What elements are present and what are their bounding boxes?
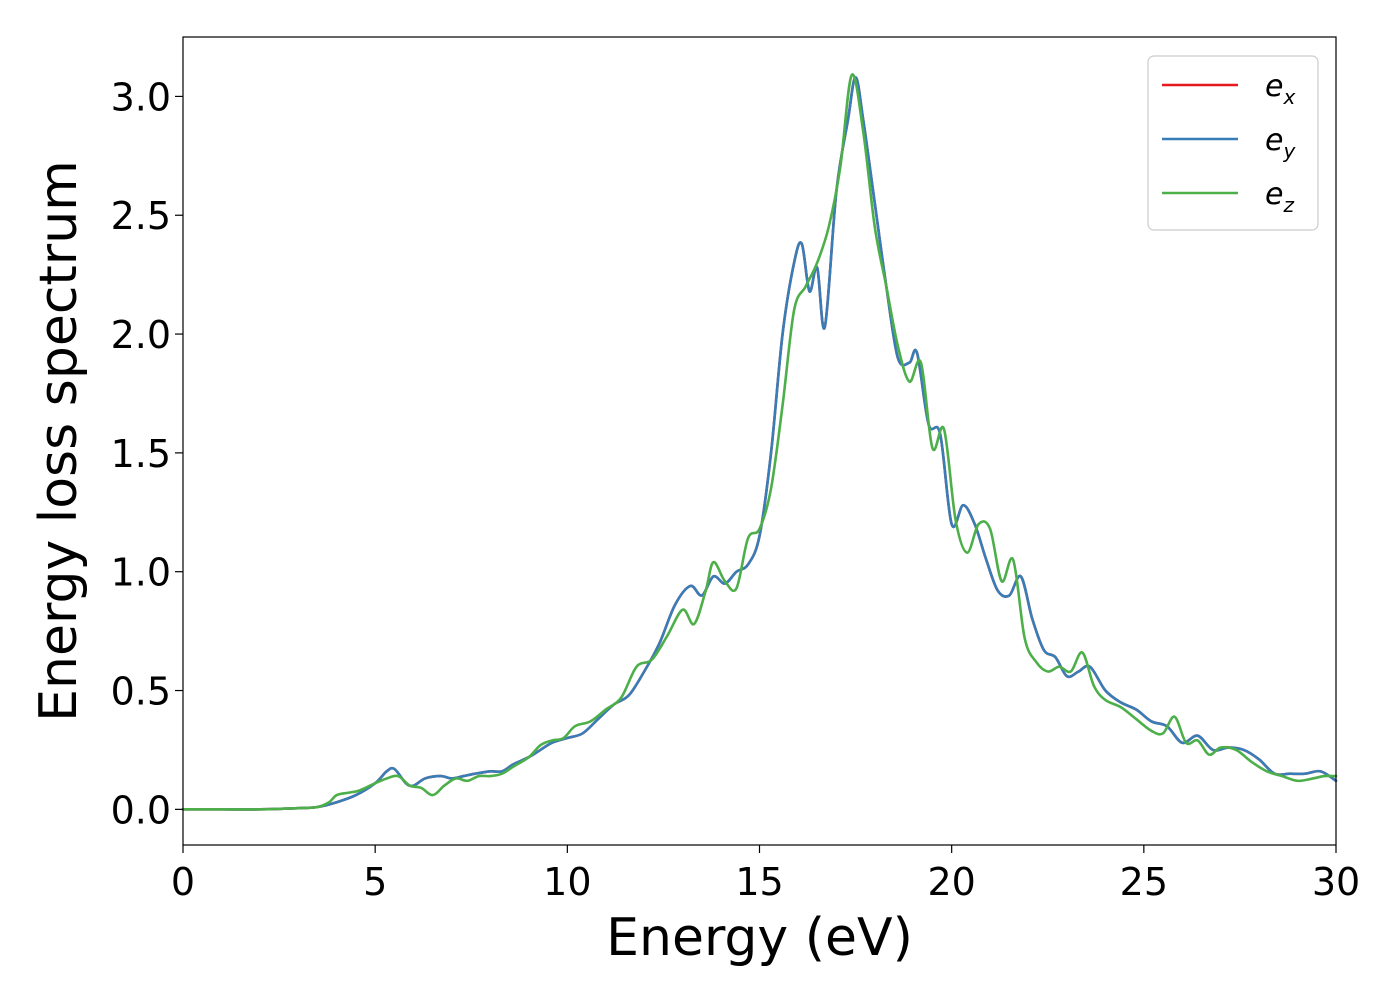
legend-label-y: ey [1265, 123, 1296, 163]
series-layer [181, 73, 1338, 811]
x-tick-label: 10 [543, 860, 591, 904]
legend-label-subscript: y [1282, 139, 1296, 163]
legend-label-base: e [1265, 69, 1283, 104]
series-line-z [181, 73, 1338, 811]
legend-box [1147, 55, 1319, 231]
x-tick-label: 5 [363, 860, 387, 904]
y-axis: 0.0 0.5 1.0 1.5 2.0 2.5 3.0 [111, 75, 183, 832]
y-tick-label: 3.0 [111, 75, 171, 119]
x-tick-label: 0 [171, 860, 195, 904]
y-tick-label: 0.0 [111, 788, 171, 832]
plot-area [183, 37, 1336, 845]
y-tick-label: 2.5 [111, 194, 171, 238]
y-tick-label: 1.0 [111, 551, 171, 595]
legend-label-x: ex [1265, 69, 1295, 109]
x-tick-label: 20 [927, 860, 975, 904]
y-tick-label: 2.0 [111, 313, 171, 357]
legend-label-z: ez [1265, 177, 1294, 217]
legend-label-subscript: z [1282, 193, 1294, 217]
x-axis: 0 5 10 15 20 25 30 [171, 845, 1360, 904]
x-tick-label: 15 [735, 860, 783, 904]
legend-label-subscript: x [1282, 85, 1295, 109]
legend-label-base: e [1265, 177, 1283, 212]
x-axis-title: Energy (eV) [606, 908, 913, 968]
y-tick-label: 0.5 [111, 670, 171, 714]
x-tick-label: 30 [1312, 860, 1360, 904]
legend-label-base: e [1265, 123, 1283, 158]
y-axis-title: Energy loss spectrum [29, 160, 89, 722]
y-tick-label: 1.5 [111, 432, 171, 476]
x-tick-label: 25 [1120, 860, 1168, 904]
